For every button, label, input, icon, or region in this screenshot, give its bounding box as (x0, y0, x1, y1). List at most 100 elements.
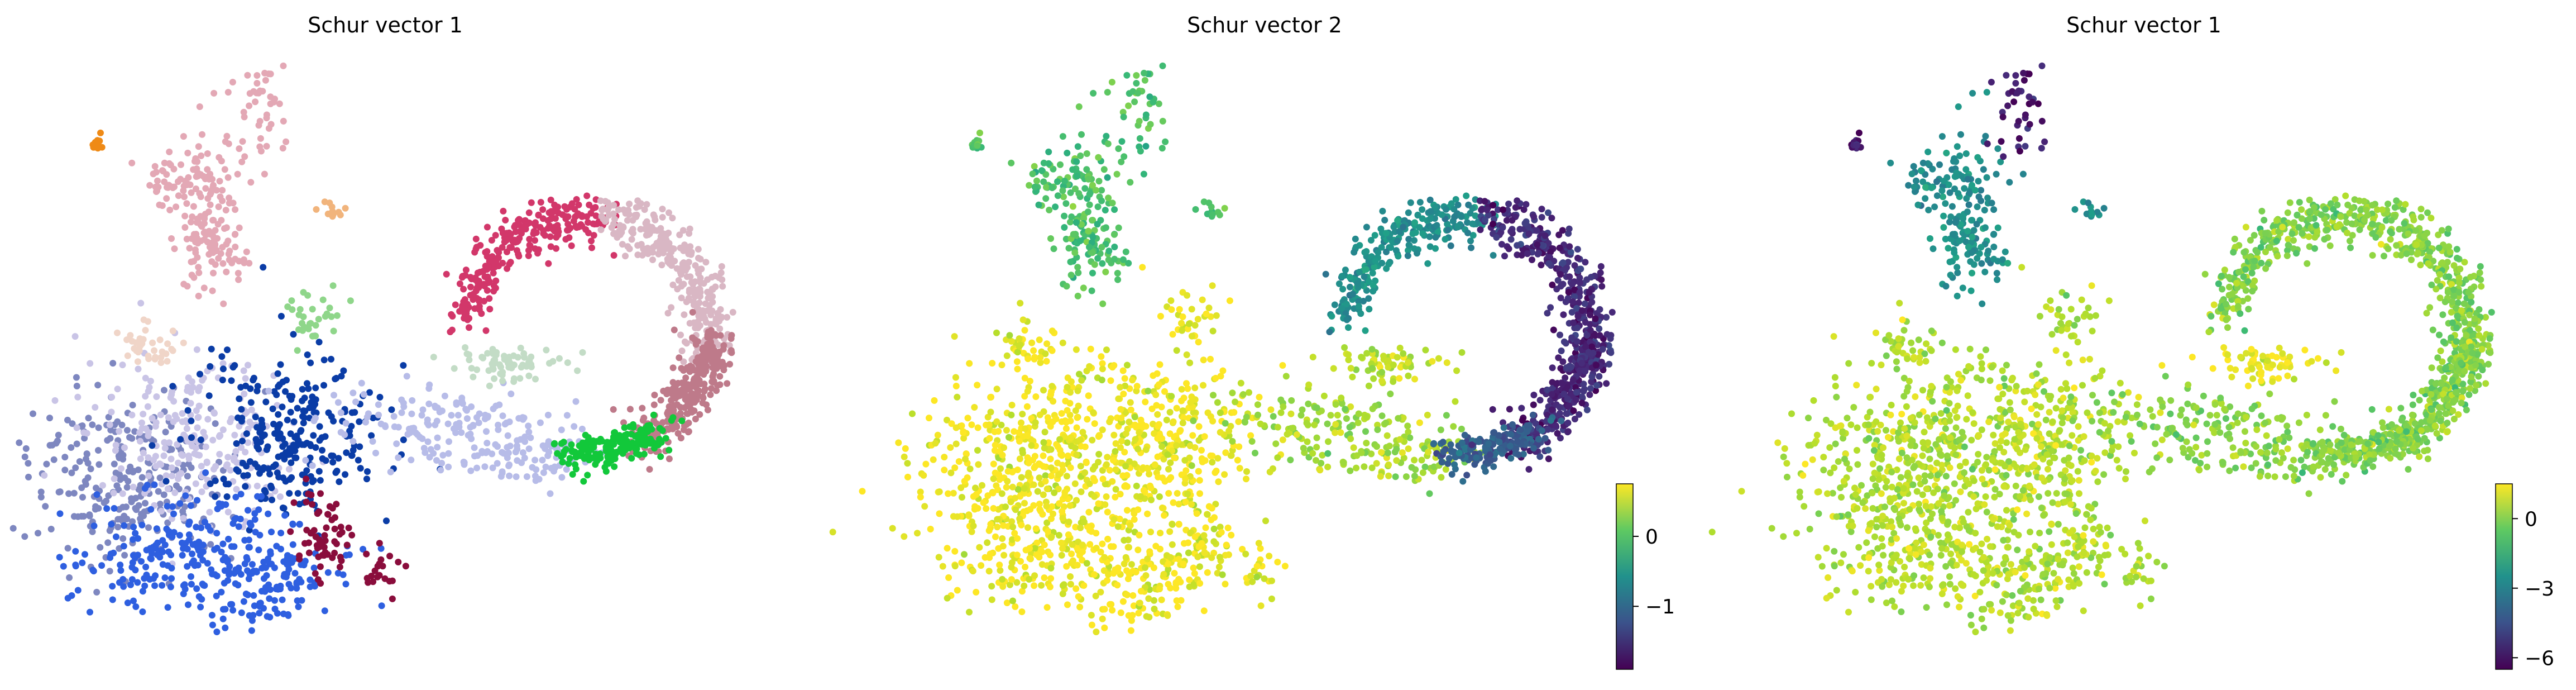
scatter-point (1099, 300, 1107, 307)
scatter-point (127, 332, 134, 339)
scatter-point (201, 582, 208, 589)
scatter-point (1038, 582, 1045, 589)
scatter-point (1084, 208, 1091, 216)
scatter-point (321, 532, 328, 539)
scatter-point (1414, 250, 1420, 257)
scatter-point (1373, 460, 1380, 467)
scatter-point (717, 306, 724, 313)
scatter-point (1159, 117, 1166, 125)
scatter-point (540, 469, 547, 476)
scatter-point (1419, 230, 1426, 237)
scatter-point (171, 245, 178, 253)
scatter-point (724, 313, 731, 321)
scatter-point (1299, 406, 1306, 413)
scatter-point (514, 445, 521, 453)
scatter-point (317, 563, 324, 570)
scatter-point (1018, 521, 1025, 529)
scatter-point (180, 545, 187, 552)
scatter-point (56, 554, 63, 561)
scatter-point (167, 551, 175, 559)
scatter-point (1287, 410, 1295, 417)
scatter-point (501, 353, 507, 360)
scatter-point (119, 490, 126, 497)
scatter-point (147, 506, 155, 513)
scatter-point (126, 434, 133, 441)
scatter-point (526, 236, 533, 243)
scatter-point (119, 361, 126, 369)
scatter-point (1021, 327, 1028, 334)
scatter-point (121, 522, 128, 529)
scatter-point (1454, 223, 1461, 230)
scatter-point (520, 223, 528, 231)
scatter-point (1378, 412, 1386, 420)
scatter-point (472, 235, 480, 242)
scatter-point (1137, 147, 1144, 155)
scatter-point (998, 361, 1005, 369)
scatter-point (1003, 484, 1010, 491)
scatter-point (160, 491, 167, 498)
scatter-point (189, 541, 197, 548)
scatter-point (693, 304, 701, 312)
scatter-point (316, 543, 323, 550)
scatter-point (1046, 583, 1054, 591)
scatter-point (1254, 401, 1261, 408)
scatter-point (1200, 607, 1208, 615)
scatter-point (1055, 472, 1062, 479)
scatter-point (1154, 411, 1161, 418)
scatter-point (1596, 306, 1603, 313)
scatter-point (198, 524, 205, 531)
scatter-point (556, 355, 563, 362)
scatter-point (261, 69, 269, 77)
scatter-point (231, 570, 238, 577)
scatter-point (147, 378, 154, 385)
scatter-point (1043, 503, 1050, 510)
scatter-point (1077, 524, 1084, 531)
scatter-point (1127, 522, 1134, 529)
scatter-point (1173, 405, 1180, 412)
scatter-point (646, 466, 653, 473)
scatter-point (1047, 575, 1055, 582)
scatter-point (300, 313, 307, 320)
scatter-point (194, 414, 202, 421)
scatter-point (547, 233, 554, 240)
scatter-point (1411, 456, 1418, 464)
scatter-point (312, 533, 319, 540)
scatter-point (1266, 468, 1273, 475)
scatter-point (426, 381, 433, 388)
scatter-point (150, 170, 157, 178)
scatter-point (326, 199, 333, 207)
scatter-point (207, 201, 214, 208)
scatter-point (476, 303, 483, 310)
scatter-point (494, 460, 501, 467)
scatter-point (252, 413, 259, 421)
scatter-point (1050, 245, 1057, 253)
scatter-point (1383, 432, 1391, 439)
scatter-point (383, 517, 390, 525)
scatter-point (213, 187, 220, 194)
scatter-point (241, 153, 248, 160)
scatter-point (43, 460, 50, 468)
scatter-point (25, 460, 32, 467)
scatter-point (69, 420, 76, 427)
scatter-point (1252, 449, 1258, 456)
scatter-point (1040, 159, 1047, 166)
scatter-point (1426, 233, 1433, 240)
scatter-point (1031, 354, 1038, 361)
scatter-point (1064, 374, 1071, 382)
scatter-point (1091, 420, 1098, 427)
scatter-point (133, 506, 140, 513)
scatter-point (145, 388, 152, 395)
scatter-point (1226, 297, 1233, 304)
scatter-point (195, 593, 203, 600)
scatter-point (1078, 488, 1085, 496)
scatter-point (1261, 575, 1268, 582)
scatter-point (1598, 276, 1605, 283)
scatter-point (263, 142, 270, 150)
scatter-point (490, 282, 497, 289)
scatter-point (408, 410, 415, 417)
scatter-point (1222, 420, 1229, 427)
scatter-point (1205, 304, 1213, 312)
scatter-point (324, 569, 332, 576)
scatter-point (975, 461, 982, 468)
scatter-point (1036, 501, 1043, 508)
